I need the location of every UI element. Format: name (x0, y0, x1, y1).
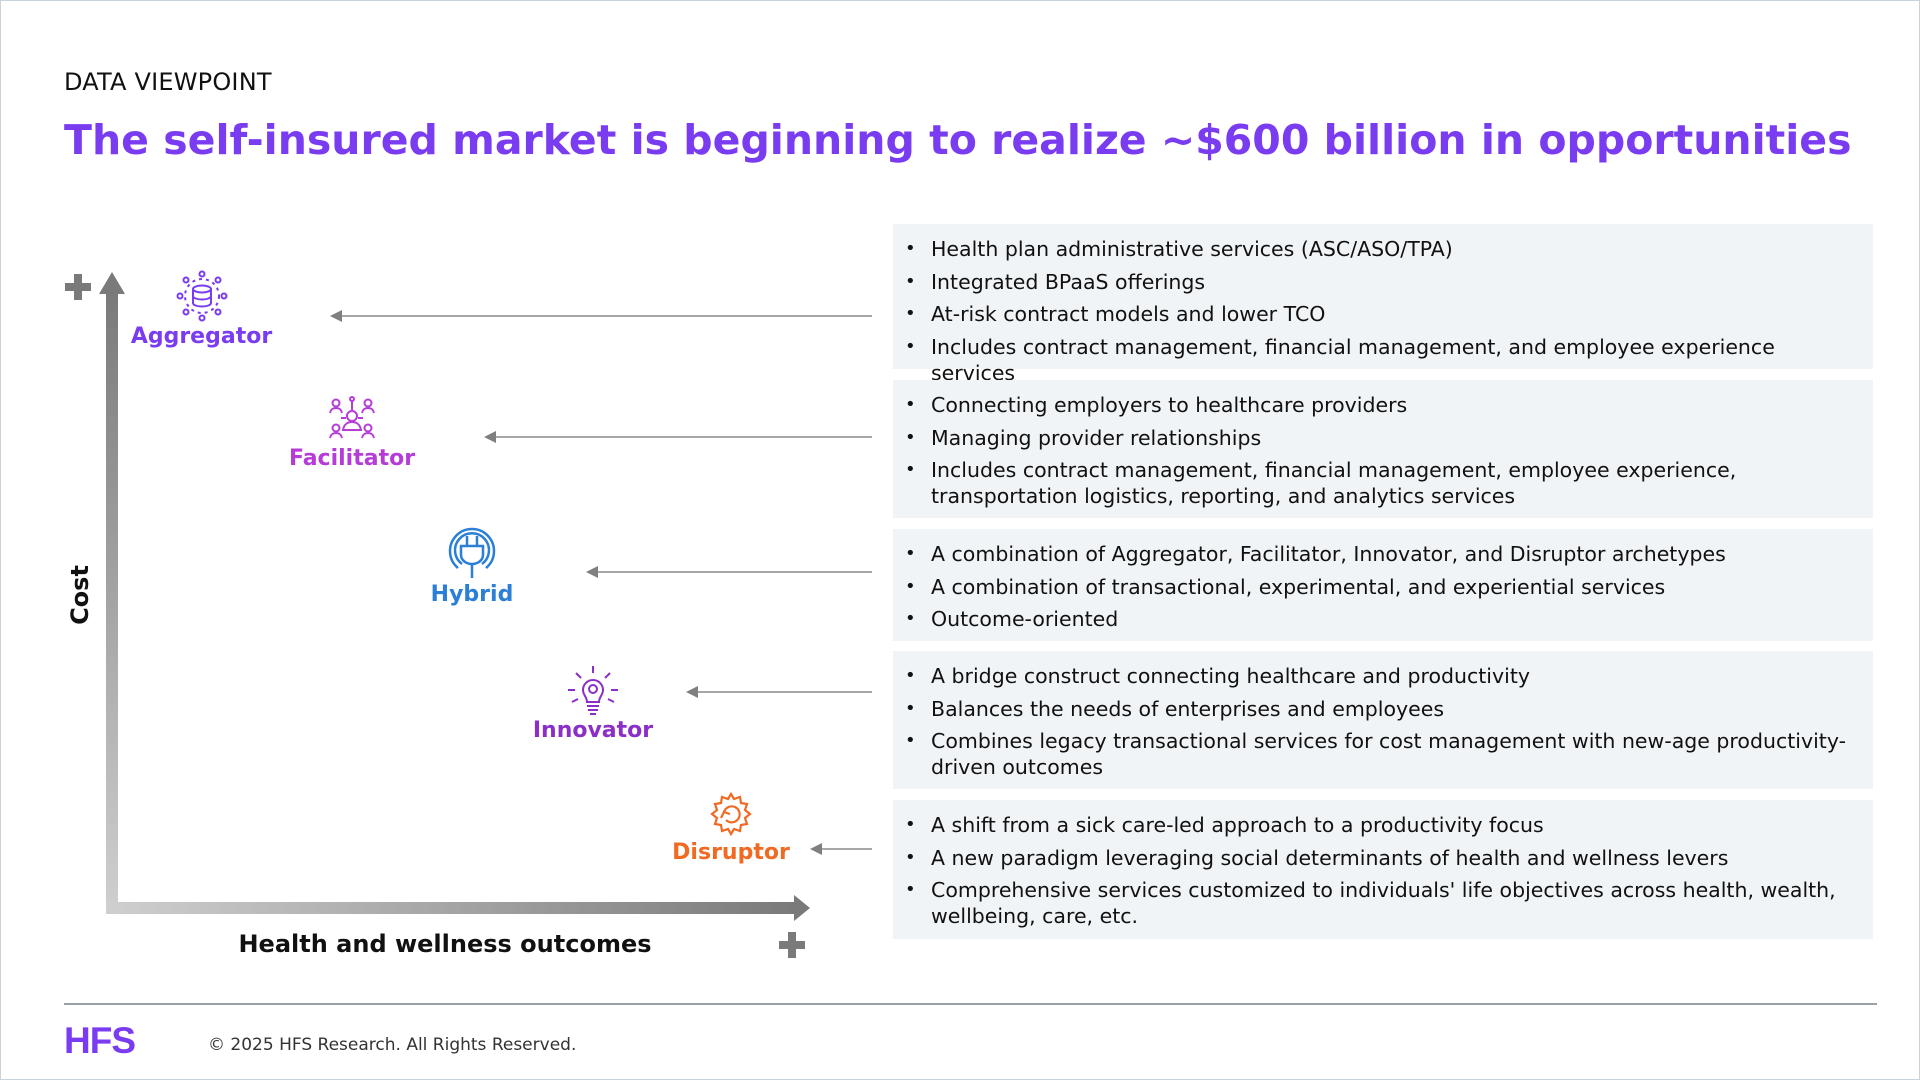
bullet-item: A new paradigm leveraging social determi… (903, 845, 1855, 871)
archetype-hybrid-label: Hybrid (430, 582, 514, 607)
kicker-label: DATA VIEWPOINT (64, 68, 272, 96)
bullet-item: Integrated BPaaS offerings (903, 269, 1855, 295)
connector-arrowhead-facilitator (484, 431, 496, 443)
bullet-item: Connecting employers to healthcare provi… (903, 392, 1855, 418)
bullet-item: Balances the needs of enterprises and em… (903, 696, 1855, 722)
slide-title: The self-insured market is beginning to … (64, 116, 1852, 164)
bullet-item: Comprehensive services customized to ind… (903, 877, 1855, 929)
bullet-item: A bridge construct connecting healthcare… (903, 663, 1855, 689)
x-axis-line (106, 902, 796, 914)
panel-hybrid: A combination of Aggregator, Facilitator… (893, 529, 1873, 641)
bullet-item: Includes contract management, financial … (903, 457, 1855, 509)
bullet-item: At-risk contract models and lower TCO (903, 301, 1855, 327)
archetype-aggregator: Aggregator (120, 270, 283, 349)
plug-icon (448, 527, 496, 578)
footer-divider (64, 1003, 1877, 1005)
bullet-list-facilitator: Connecting employers to healthcare provi… (903, 392, 1855, 509)
x-axis-plus-icon (779, 932, 805, 958)
panel-innovator: A bridge construct connecting healthcare… (893, 651, 1873, 789)
archetype-aggregator-label: Aggregator (130, 324, 273, 349)
bullet-item: Combines legacy transactional services f… (903, 728, 1855, 780)
y-axis-plus-icon (65, 274, 91, 300)
bullet-list-aggregator: Health plan administrative services (ASC… (903, 236, 1855, 386)
bullet-item: A combination of transactional, experime… (903, 574, 1855, 600)
panel-disruptor: A shift from a sick care-led approach to… (893, 800, 1873, 939)
archetype-disruptor-label: Disruptor (672, 840, 790, 865)
bullet-item: Managing provider relationships (903, 425, 1855, 451)
hfs-logo: HFS (64, 1020, 136, 1061)
archetype-innovator-label: Innovator (532, 718, 654, 743)
connector-arrowhead-hybrid (586, 566, 598, 578)
archetype-facilitator: Facilitator (272, 394, 432, 471)
archetype-hybrid: Hybrid (392, 524, 552, 607)
bullet-list-disruptor: A shift from a sick care-led approach to… (903, 812, 1855, 929)
x-axis-arrowhead (794, 895, 810, 921)
y-axis-arrowhead (99, 272, 125, 294)
database-network-icon (176, 270, 227, 322)
panel-aggregator: Health plan administrative services (ASC… (893, 224, 1873, 385)
people-network-icon (329, 396, 375, 439)
bullet-list-innovator: A bridge construct connecting healthcare… (903, 663, 1855, 780)
bullet-item: Health plan administrative services (ASC… (903, 236, 1855, 262)
bullet-item: A shift from a sick care-led approach to… (903, 812, 1855, 838)
panel-facilitator: Connecting employers to healthcare provi… (893, 380, 1873, 518)
archetype-facilitator-label: Facilitator (288, 446, 416, 471)
lightbulb-gear-icon (568, 666, 618, 715)
bullet-item: Outcome-oriented (903, 606, 1855, 632)
archetype-disruptor: Disruptor (652, 790, 810, 865)
y-axis-line (106, 292, 118, 912)
copyright-text: © 2025 HFS Research. All Rights Reserved… (208, 1035, 577, 1055)
bullet-item: A combination of Aggregator, Facilitator… (903, 541, 1855, 567)
connector-arrowhead-innovator (686, 686, 698, 698)
archetype-innovator: Innovator (513, 664, 673, 743)
gear-refresh-icon (710, 791, 752, 837)
bullet-list-hybrid: A combination of Aggregator, Facilitator… (903, 541, 1855, 632)
x-axis-label: Health and wellness outcomes (238, 930, 652, 958)
connector-arrowhead-disruptor (810, 843, 822, 855)
connector-arrowhead-aggregator (330, 310, 342, 322)
y-axis-label: Cost (66, 565, 94, 625)
bullet-item: Includes contract management, financial … (903, 334, 1855, 386)
